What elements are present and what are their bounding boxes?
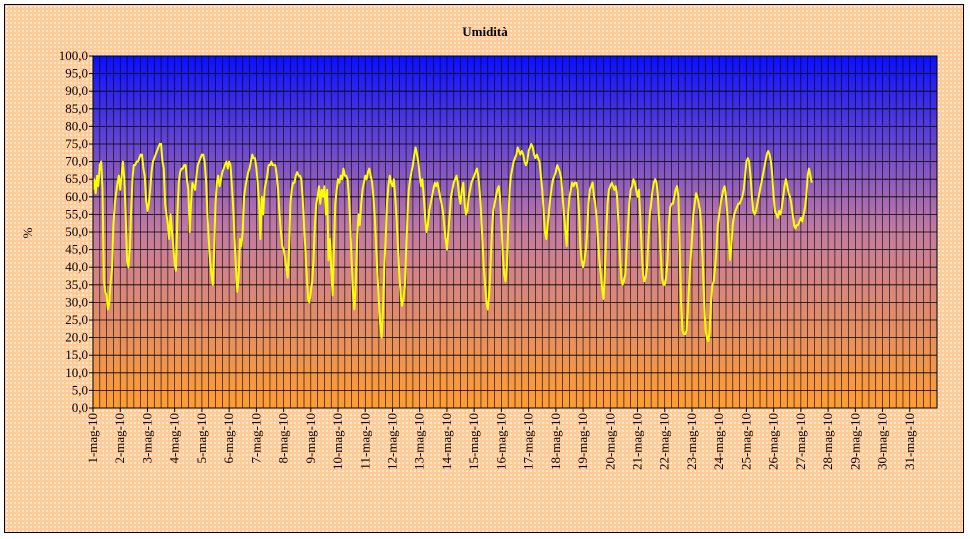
x-tick-label: 20-mag-10 [602,413,617,470]
x-tick-label: 10-mag-10 [330,413,345,470]
y-tick-label: 50,0 [65,224,88,239]
x-tick-label: 12-mag-10 [384,413,399,470]
x-tick-label: 11-mag-10 [357,413,372,470]
x-tick-label: 13-mag-10 [412,413,427,470]
y-tick-label: 20,0 [65,330,88,345]
x-tick-label: 31-mag-10 [902,413,917,470]
series-line [92,143,813,343]
y-tick-label: 80,0 [65,118,88,133]
x-tick-label: 6-mag-10 [221,413,236,464]
y-tick-label: 55,0 [65,206,88,221]
x-tick-label: 1-mag-10 [85,413,100,464]
y-tick-label: 90,0 [65,83,88,98]
x-tick-label: 19-mag-10 [575,413,590,470]
x-tick-label: 22-mag-10 [657,413,672,470]
y-tick-label: 65,0 [65,171,88,186]
x-tick-label: 29-mag-10 [847,413,862,470]
y-tick-label: 35,0 [65,277,88,292]
y-tick-label: 0,0 [72,400,88,415]
x-tick-label: 7-mag-10 [248,413,263,464]
grid [92,56,938,408]
x-tick-label: 4-mag-10 [167,413,182,464]
y-tick-label: 30,0 [65,294,88,309]
y-tick-label: 25,0 [65,312,88,327]
x-tick-label: 14-mag-10 [439,413,454,470]
x-tick-label: 23-mag-10 [684,413,699,470]
x-tick-label: 24-mag-10 [711,413,726,470]
y-tick-label: 10,0 [65,365,88,380]
x-tick-label: 8-mag-10 [276,413,291,464]
x-tick-label: 16-mag-10 [493,413,508,470]
x-tick-label: 30-mag-10 [875,413,890,470]
y-tick-label: 95,0 [65,66,88,81]
y-tick-label: 5,0 [72,382,88,397]
y-axis-label: % [20,227,35,238]
x-tick-label: 26-mag-10 [766,413,781,470]
y-axis: 0,0 5,0 10,0 15,0 20,0 25,0 30,0 35,0 40,0 45,0 50… [59,48,94,415]
y-tick-label: 60,0 [65,189,88,204]
x-tick-label: 21-mag-10 [630,413,645,470]
x-tick-label: 28-mag-10 [820,413,835,470]
y-tick-label: 40,0 [65,259,88,274]
x-tick-label: 17-mag-10 [521,413,536,470]
x-tick-label: 25-mag-10 [738,413,753,470]
y-tick-label: 100,0 [59,48,88,63]
x-tick-label: 5-mag-10 [194,413,209,464]
x-tick-label: 9-mag-10 [303,413,318,464]
y-tick-label: 15,0 [65,347,88,362]
x-tick-label: 2-mag-10 [112,413,127,464]
x-tick-label: 3-mag-10 [139,413,154,464]
y-tick-label: 85,0 [65,101,88,116]
x-tick-label: 18-mag-10 [548,413,563,470]
x-tick-label: 27-mag-10 [793,413,808,470]
y-tick-label: 70,0 [65,154,88,169]
x-axis: 1-mag-10 2-mag-10 3-mag-10 4-mag-10 5-mag-10… [85,407,937,470]
chart-title: Umidità [462,24,508,39]
y-tick-label: 45,0 [65,242,88,257]
series-layer [92,143,813,343]
y-tick-label: 75,0 [65,136,88,151]
x-tick-label: 15-mag-10 [466,413,481,470]
